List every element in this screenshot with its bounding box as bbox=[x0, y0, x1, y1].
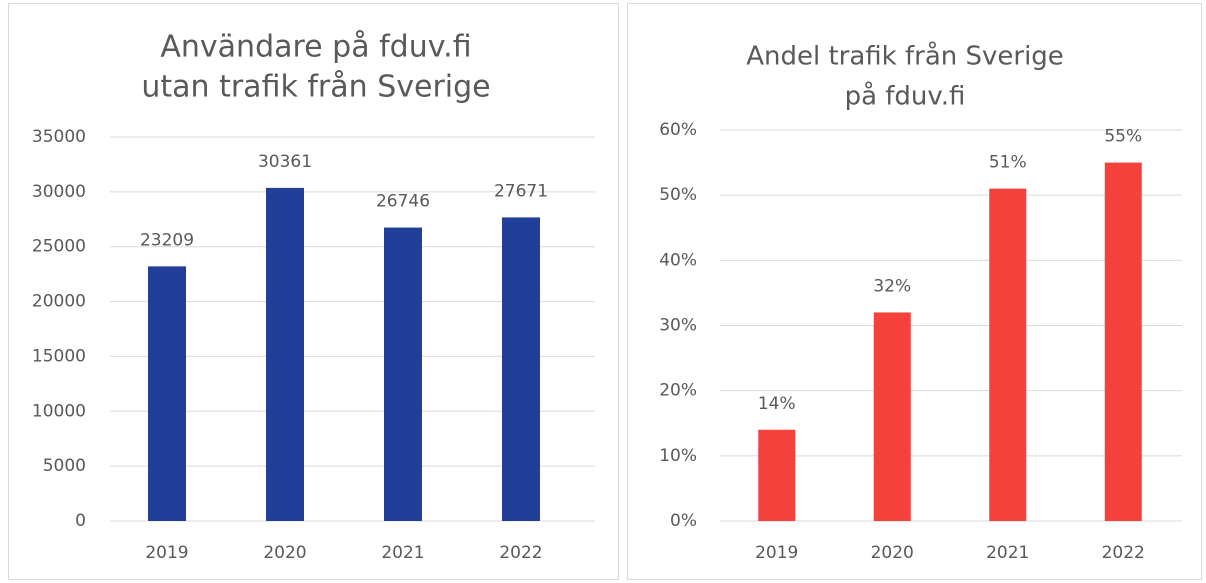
y-tick-label: 40% bbox=[659, 250, 697, 270]
x-tick-label: 2021 bbox=[986, 543, 1029, 563]
y-tick-label: 20% bbox=[659, 381, 697, 401]
bar bbox=[1104, 162, 1142, 522]
y-tick-label: 5000 bbox=[43, 456, 86, 476]
bar bbox=[873, 312, 911, 521]
data-label: 14% bbox=[758, 394, 796, 414]
y-tick-label: 15000 bbox=[32, 346, 86, 366]
chart-title: Användare på fduv.fi bbox=[160, 30, 471, 65]
bar bbox=[148, 266, 186, 521]
x-tick-label: 2019 bbox=[755, 543, 798, 563]
data-label: 55% bbox=[1104, 127, 1142, 147]
bar bbox=[266, 187, 304, 521]
data-label: 23209 bbox=[140, 230, 194, 250]
x-tick-label: 2019 bbox=[145, 543, 188, 563]
x-tick-label: 2022 bbox=[1102, 543, 1145, 563]
y-tick-label: 25000 bbox=[32, 237, 86, 257]
y-tick-label: 35000 bbox=[32, 127, 86, 147]
y-tick-label: 50% bbox=[659, 185, 697, 205]
chart-title: på fduv.fi bbox=[845, 81, 966, 112]
x-tick-label: 2020 bbox=[871, 543, 914, 563]
bar bbox=[758, 429, 796, 521]
bar bbox=[989, 188, 1027, 521]
y-tick-label: 30% bbox=[659, 316, 697, 336]
y-tick-label: 10000 bbox=[32, 401, 86, 421]
y-tick-label: 20000 bbox=[32, 292, 86, 312]
y-tick-label: 10% bbox=[659, 446, 697, 466]
data-label: 27671 bbox=[494, 181, 548, 201]
data-label: 26746 bbox=[376, 192, 430, 212]
bar bbox=[502, 217, 540, 521]
x-tick-label: 2020 bbox=[263, 543, 306, 563]
y-tick-label: 30000 bbox=[32, 182, 86, 202]
y-tick-label: 60% bbox=[659, 120, 697, 140]
y-tick-label: 0% bbox=[670, 511, 697, 531]
chart-title: Andel trafik från Sverige bbox=[746, 41, 1064, 72]
y-tick-label: 0 bbox=[75, 511, 86, 531]
data-label: 51% bbox=[989, 153, 1027, 173]
x-tick-label: 2022 bbox=[499, 543, 542, 563]
x-tick-label: 2021 bbox=[381, 543, 424, 563]
data-label: 30361 bbox=[258, 152, 312, 172]
data-label: 32% bbox=[873, 276, 911, 296]
chart-title: utan trafik från Sverige bbox=[141, 70, 490, 105]
bar bbox=[384, 227, 422, 521]
